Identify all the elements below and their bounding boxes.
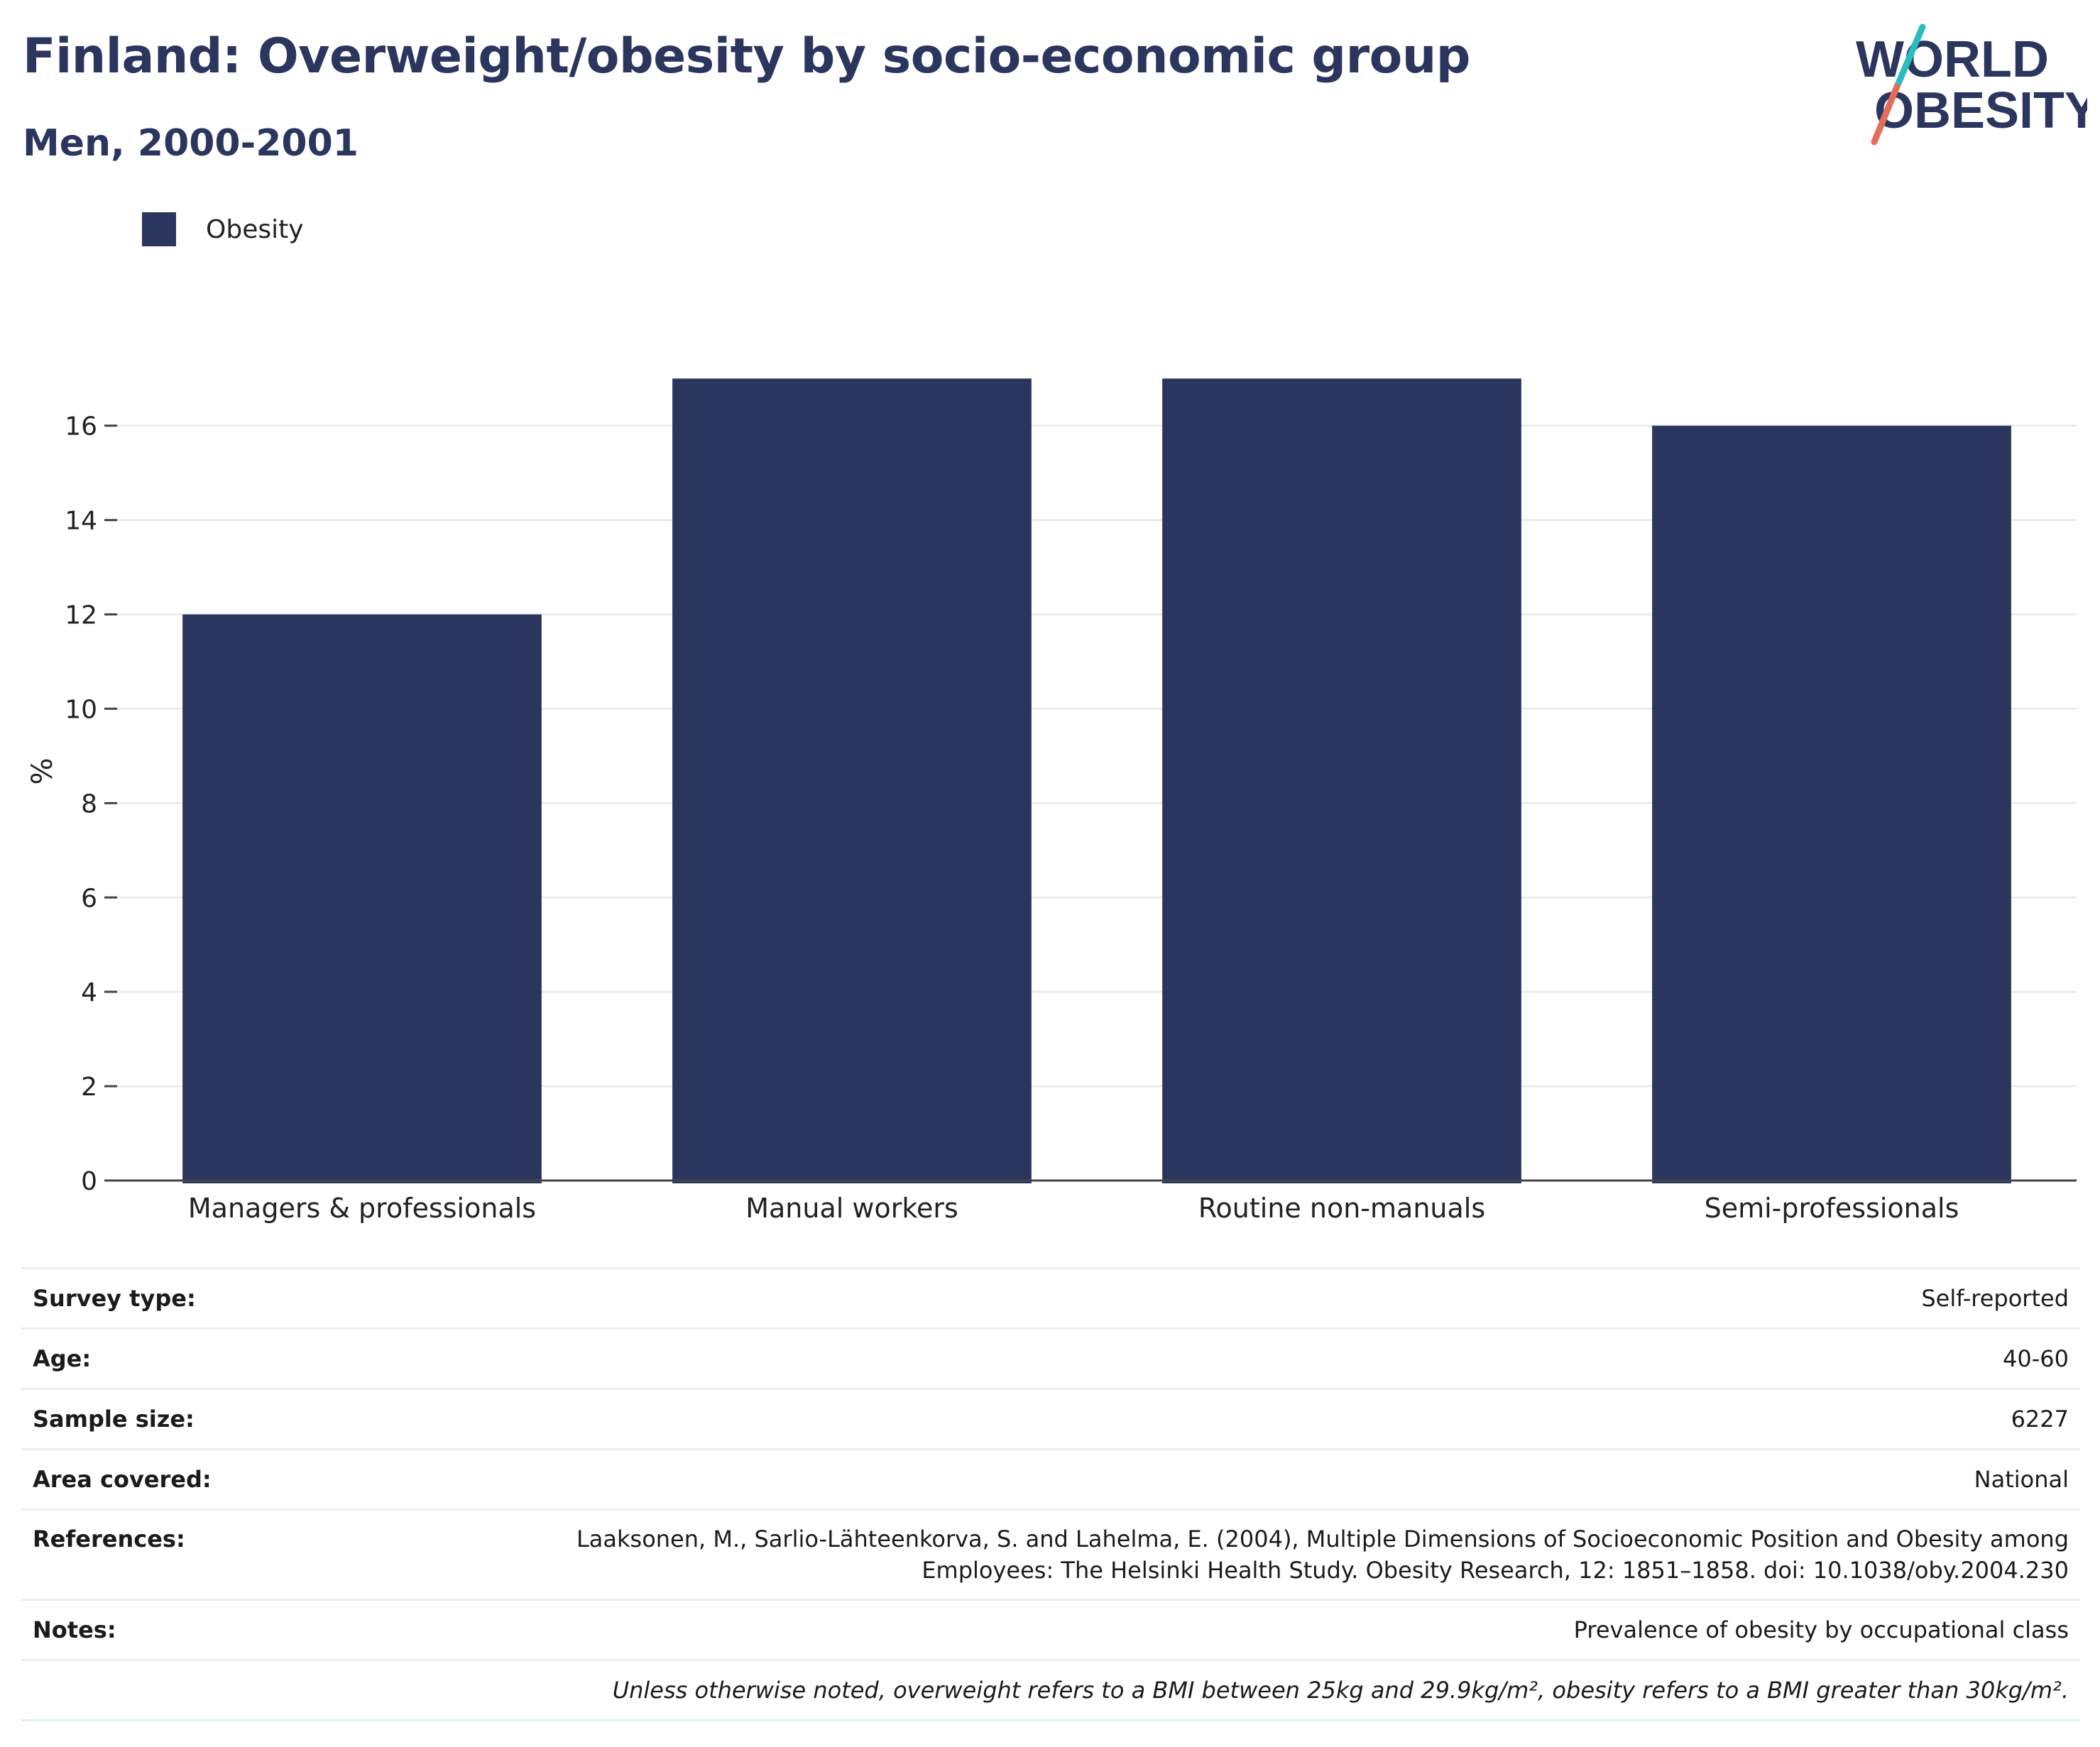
footnote-row: Unless otherwise noted, overweight refer…: [21, 1659, 2080, 1721]
footnote: Unless otherwise noted, overweight refer…: [399, 1659, 2080, 1721]
info-row: Age: 40-60: [21, 1327, 2080, 1389]
info-value: 40-60: [399, 1327, 2080, 1389]
x-tick-label: Routine non-manuals: [1198, 1193, 1485, 1224]
y-tick-label: 8: [81, 789, 97, 818]
logo-slash-bottom: [1871, 83, 1901, 146]
references-line-2: Employees: The Helsinki Health Study. Ob…: [922, 1557, 2069, 1584]
legend-label: Obesity: [206, 214, 304, 244]
references-line-1: Laaksonen, M., Sarlio-Lähteenkorva, S. a…: [576, 1526, 2069, 1552]
bar-chart: 0 2 4 6 8 10 12 14 16% Managers & professionals Ma…: [26, 378, 2077, 1224]
x-tick-label: Semi-professionals: [1705, 1193, 1959, 1224]
y-tick-label: 14: [65, 507, 97, 536]
notes-label: Notes:: [21, 1599, 399, 1660]
y-axis-label: %: [26, 757, 59, 784]
references-value: Laaksonen, M., Sarlio-Lähteenkorva, S. a…: [399, 1508, 2080, 1600]
world-obesity-logo: WORLD OBESITY: [1856, 23, 2087, 146]
y-tick-label: 0: [81, 1167, 97, 1196]
y-tick-label: 6: [81, 884, 97, 913]
info-label: Area covered:: [21, 1448, 399, 1510]
legend-swatch: [142, 212, 176, 246]
y-tick-label: 2: [81, 1073, 97, 1102]
info-table: Survey type: Self-reported Age: 40-60 Sa…: [21, 1267, 2080, 1721]
bar: [182, 614, 542, 1183]
notes-value: Prevalence of obesity by occupational cl…: [399, 1599, 2080, 1660]
bar: [672, 378, 1032, 1184]
info-value: 6227: [399, 1388, 2080, 1450]
logo-line2: OBESITY: [1874, 82, 2087, 139]
info-row: Area covered: National: [21, 1448, 2080, 1510]
info-row: Survey type: Self-reported: [21, 1267, 2080, 1329]
x-tick-label: Manual workers: [745, 1193, 958, 1224]
x-tick-label: Managers & professionals: [188, 1193, 536, 1224]
legend: Obesity: [142, 212, 304, 247]
chart-subtitle: Men, 2000-2001: [23, 122, 359, 165]
info-label: Survey type:: [21, 1267, 399, 1329]
bar: [1162, 378, 1521, 1184]
y-tick-label: 12: [65, 601, 97, 630]
references-row: References: Laaksonen, M., Sarlio-Lähtee…: [21, 1508, 2080, 1600]
chart-title: Finland: Overweight/obesity by socio-eco…: [23, 28, 1470, 84]
info-row: Sample size: 6227: [21, 1388, 2080, 1450]
bar: [1652, 425, 2011, 1183]
info-value: National: [399, 1448, 2080, 1510]
logo-line1: WORLD: [1856, 31, 2049, 88]
y-tick-label: 10: [65, 695, 97, 724]
info-label: Sample size:: [21, 1388, 399, 1450]
y-tick-label: 4: [81, 978, 97, 1007]
info-value: Self-reported: [399, 1267, 2080, 1329]
notes-row: Notes: Prevalence of obesity by occupati…: [21, 1599, 2080, 1660]
references-label: References:: [21, 1508, 399, 1600]
logo-slash-top: [1893, 23, 1926, 90]
info-label: Age:: [21, 1327, 399, 1389]
y-tick-label: 16: [65, 412, 97, 442]
